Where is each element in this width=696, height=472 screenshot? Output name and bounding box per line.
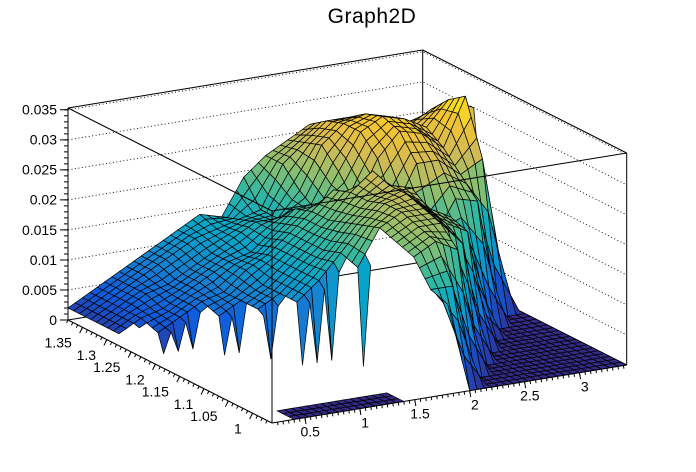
- chart-title: Graph2D: [327, 5, 417, 28]
